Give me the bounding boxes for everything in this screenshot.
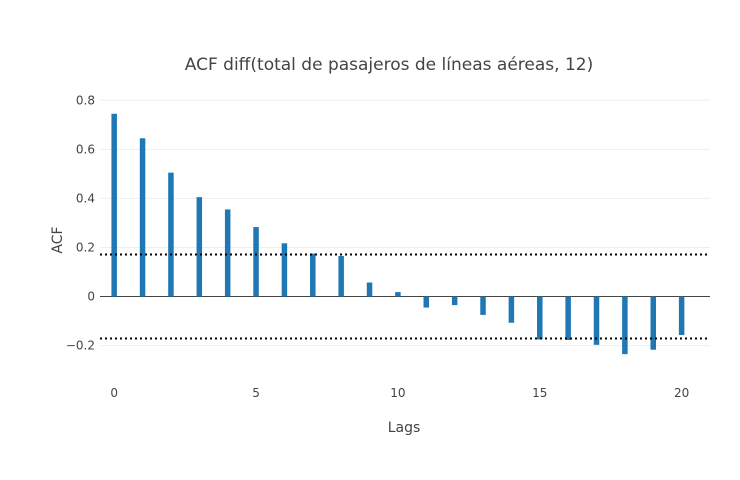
acf-bar — [537, 296, 543, 340]
x-tick-label: 5 — [252, 386, 260, 400]
y-tick-label: 0.8 — [76, 93, 95, 107]
x-axis-title: Lags — [388, 420, 421, 436]
y-tick-label: 0.4 — [76, 191, 95, 205]
acf-bars — [111, 113, 685, 355]
acf-bar — [480, 296, 486, 315]
acf-bar — [281, 243, 288, 297]
y-axis-ticks: 0.8 0.6 0.4 0.2 0 −0.2 — [66, 93, 95, 352]
acf-bar — [310, 253, 316, 297]
acf-bar — [338, 256, 344, 297]
x-tick-label: 15 — [532, 386, 547, 400]
acf-bar — [196, 197, 203, 297]
y-tick-label: 0.6 — [76, 142, 95, 156]
acf-bar — [139, 138, 146, 297]
acf-bar — [253, 227, 259, 297]
acf-bar — [395, 292, 401, 297]
x-tick-label: 0 — [110, 386, 118, 400]
y-tick-label: 0.2 — [76, 240, 95, 254]
acf-bar — [366, 282, 373, 297]
acf-bar — [508, 296, 515, 323]
acf-bar — [650, 296, 657, 350]
acf-bar — [451, 296, 458, 306]
y-tick-label: 0 — [87, 290, 95, 304]
acf-bar — [678, 296, 685, 336]
acf-bar — [111, 113, 117, 297]
x-tick-label: 20 — [674, 386, 689, 400]
x-axis-ticks: 0 5 10 15 20 — [110, 386, 689, 400]
y-tick-label: −0.2 — [66, 339, 95, 353]
acf-bar — [593, 296, 600, 345]
confidence-bounds — [100, 253, 710, 340]
chart-title: ACF diff(total de pasajeros de líneas aé… — [185, 55, 593, 75]
acf-bar — [168, 172, 174, 297]
acf-bar — [423, 296, 430, 308]
x-tick-label: 10 — [390, 386, 405, 400]
grid-lines — [100, 99, 710, 347]
acf-bar — [622, 296, 628, 355]
y-axis-title: ACF — [50, 226, 66, 253]
acf-bar — [224, 209, 231, 297]
acf-bar — [565, 296, 571, 340]
